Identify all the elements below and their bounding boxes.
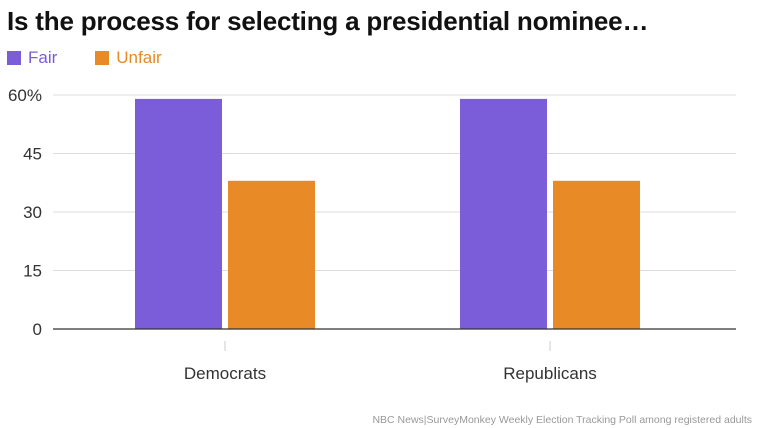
legend-swatch-fair — [7, 51, 21, 65]
bar-unfair-democrats — [228, 180, 315, 329]
y-tick-label: 30 — [23, 203, 42, 222]
x-tick-label: Democrats — [184, 364, 266, 383]
legend-item-fair: Fair — [7, 48, 57, 68]
legend-label-unfair: Unfair — [116, 48, 162, 67]
legend-label-fair: Fair — [28, 48, 58, 67]
x-tick-label: Republicans — [503, 364, 597, 383]
y-tick-label: 0 — [33, 320, 42, 339]
y-tick-label: 45 — [23, 145, 42, 164]
legend-item-unfair: Unfair — [95, 48, 162, 68]
bar-unfair-republicans — [553, 180, 640, 329]
y-tick-label: 15 — [23, 262, 42, 281]
chart-legend: Fair Unfair — [7, 48, 200, 68]
chart-title: Is the process for selecting a president… — [7, 6, 649, 36]
y-tick-label: 60% — [8, 86, 42, 105]
bar-fair-republicans — [460, 98, 547, 330]
source-note: NBC News|SurveyMonkey Weekly Election Tr… — [372, 414, 752, 426]
legend-swatch-unfair — [95, 51, 110, 65]
bar-fair-democrats — [135, 98, 222, 330]
